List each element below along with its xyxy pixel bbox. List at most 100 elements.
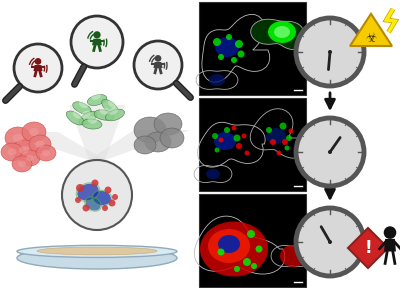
Circle shape	[280, 122, 286, 130]
Ellipse shape	[36, 140, 44, 147]
Circle shape	[93, 31, 101, 39]
Bar	[199, 2, 306, 95]
Circle shape	[296, 118, 364, 186]
Circle shape	[212, 133, 218, 139]
Circle shape	[328, 50, 332, 54]
Ellipse shape	[215, 37, 239, 57]
Ellipse shape	[81, 111, 91, 118]
Ellipse shape	[145, 132, 171, 152]
Circle shape	[234, 266, 240, 272]
Ellipse shape	[134, 136, 156, 154]
Ellipse shape	[19, 146, 29, 154]
Circle shape	[226, 34, 232, 40]
Circle shape	[282, 139, 288, 145]
Ellipse shape	[22, 122, 46, 142]
Circle shape	[256, 245, 262, 253]
Circle shape	[14, 44, 62, 92]
Ellipse shape	[66, 111, 84, 125]
Ellipse shape	[268, 21, 296, 43]
Ellipse shape	[17, 245, 177, 257]
Ellipse shape	[8, 148, 16, 156]
Ellipse shape	[214, 132, 236, 150]
Circle shape	[76, 184, 84, 192]
Ellipse shape	[209, 74, 225, 86]
Ellipse shape	[86, 198, 100, 211]
Circle shape	[102, 205, 108, 211]
Ellipse shape	[12, 140, 36, 160]
Circle shape	[247, 230, 255, 238]
Circle shape	[231, 57, 237, 63]
Ellipse shape	[100, 107, 110, 115]
Circle shape	[234, 134, 240, 141]
Ellipse shape	[208, 229, 250, 263]
Circle shape	[328, 240, 332, 244]
Circle shape	[214, 147, 220, 153]
Ellipse shape	[20, 150, 40, 166]
Circle shape	[288, 128, 294, 134]
Circle shape	[108, 200, 116, 206]
Ellipse shape	[134, 117, 166, 143]
Ellipse shape	[102, 100, 118, 115]
Polygon shape	[251, 19, 309, 50]
Ellipse shape	[200, 221, 268, 276]
Circle shape	[218, 137, 224, 143]
Circle shape	[62, 160, 132, 230]
Ellipse shape	[77, 183, 99, 200]
Polygon shape	[2, 132, 105, 160]
Ellipse shape	[218, 235, 240, 253]
Circle shape	[134, 41, 182, 89]
Ellipse shape	[160, 128, 184, 148]
Circle shape	[251, 263, 257, 269]
Ellipse shape	[36, 145, 56, 161]
Text: ☣: ☣	[365, 31, 377, 45]
Circle shape	[35, 58, 41, 65]
Ellipse shape	[12, 156, 32, 172]
Polygon shape	[348, 228, 388, 268]
Ellipse shape	[1, 143, 23, 161]
Circle shape	[224, 127, 230, 133]
Ellipse shape	[274, 26, 290, 38]
Ellipse shape	[5, 127, 31, 149]
Polygon shape	[384, 239, 396, 251]
Circle shape	[238, 50, 244, 58]
Circle shape	[242, 134, 246, 139]
Polygon shape	[350, 14, 392, 46]
Ellipse shape	[266, 128, 286, 144]
Circle shape	[75, 197, 81, 203]
Ellipse shape	[17, 247, 177, 269]
Ellipse shape	[280, 245, 306, 267]
Ellipse shape	[87, 117, 97, 124]
Ellipse shape	[26, 155, 34, 161]
Circle shape	[296, 208, 364, 276]
Circle shape	[213, 38, 221, 46]
Ellipse shape	[42, 150, 50, 156]
Bar	[199, 98, 306, 191]
Circle shape	[384, 226, 396, 239]
Circle shape	[243, 258, 251, 266]
Circle shape	[104, 187, 112, 194]
Circle shape	[232, 126, 236, 130]
Polygon shape	[154, 62, 162, 68]
Bar	[199, 194, 306, 287]
Circle shape	[296, 18, 364, 86]
Ellipse shape	[91, 92, 101, 100]
Polygon shape	[69, 105, 125, 160]
Circle shape	[284, 145, 290, 151]
Text: !: !	[364, 239, 372, 257]
Circle shape	[286, 135, 292, 141]
Ellipse shape	[37, 247, 157, 255]
Circle shape	[155, 55, 161, 62]
Ellipse shape	[206, 169, 220, 179]
Circle shape	[244, 151, 250, 156]
Ellipse shape	[79, 111, 97, 125]
Circle shape	[266, 127, 272, 133]
Circle shape	[82, 204, 90, 211]
Ellipse shape	[18, 161, 26, 167]
Ellipse shape	[13, 134, 23, 142]
Ellipse shape	[87, 94, 107, 105]
Polygon shape	[92, 39, 102, 45]
Circle shape	[235, 40, 243, 48]
Ellipse shape	[154, 113, 182, 135]
Polygon shape	[89, 130, 190, 160]
Circle shape	[236, 143, 242, 149]
